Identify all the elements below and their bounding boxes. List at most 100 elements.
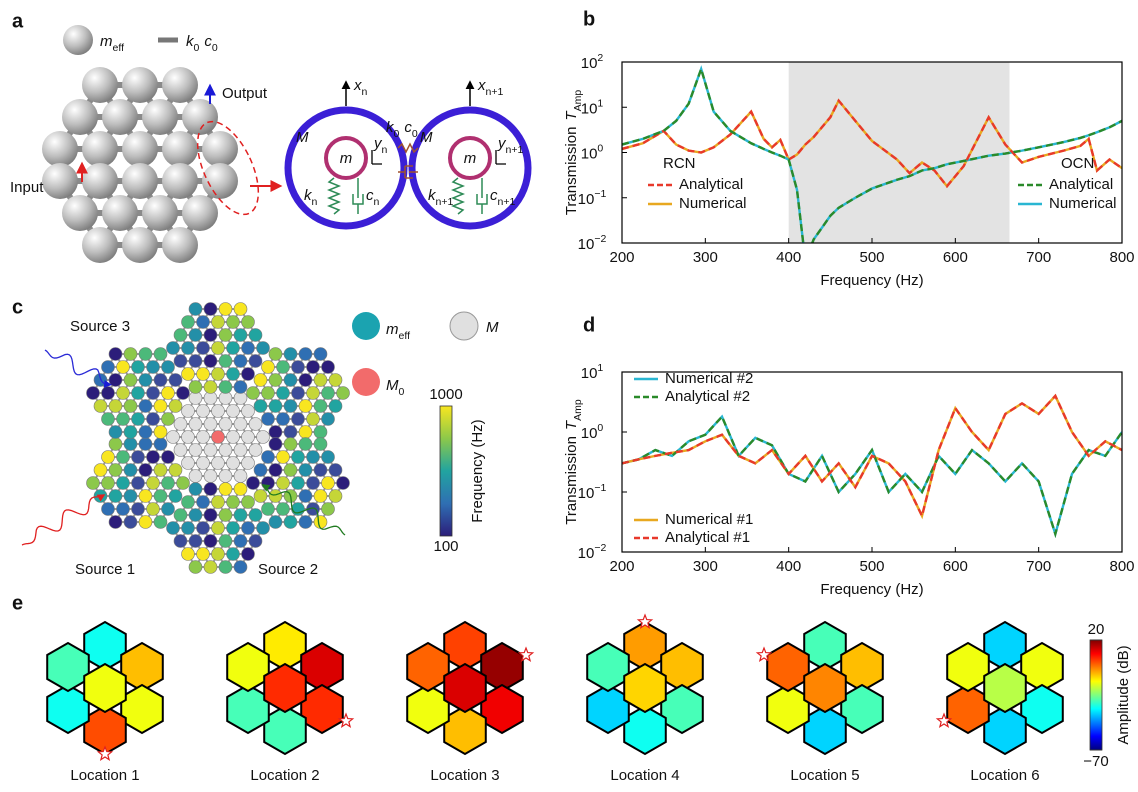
text-part: eff (399, 330, 411, 342)
resonator (322, 451, 335, 464)
resonator (269, 426, 282, 439)
resonator (249, 329, 262, 342)
field-patch (121, 643, 163, 691)
field-patch (661, 643, 703, 691)
resonator (212, 431, 225, 444)
resonator (154, 438, 167, 451)
figure: abcdemeffk0c0OutputInputmMynkncnxnmMyn+1… (0, 0, 1138, 792)
resonator (189, 561, 202, 574)
resonator (109, 426, 122, 439)
text-part: n (374, 196, 380, 208)
resonator (109, 464, 122, 477)
resonator (277, 413, 290, 426)
source-label: Source 1 (75, 561, 135, 578)
x-tick-label: 400 (776, 558, 801, 575)
resonator (117, 361, 130, 374)
resonator (102, 387, 115, 400)
sphere (42, 131, 78, 167)
resonator (249, 355, 262, 368)
resonator (197, 342, 210, 355)
resonator (132, 361, 145, 374)
resonator (227, 368, 240, 381)
field-patch (301, 685, 343, 733)
resonator (139, 348, 152, 361)
sphere (122, 227, 158, 263)
resonator (337, 477, 350, 490)
field-patch (767, 643, 809, 691)
x-tick-label: 200 (609, 249, 634, 266)
resonator (249, 418, 262, 431)
resonator (307, 413, 320, 426)
y-tick-label: 100 (581, 142, 604, 162)
resonator (182, 431, 195, 444)
resonator (139, 490, 152, 503)
resonator (284, 374, 297, 387)
text-part: Amp (572, 90, 584, 112)
resonator (292, 361, 305, 374)
resonator (269, 374, 282, 387)
x-tick-label: 300 (693, 249, 718, 266)
text-part: Transmission (563, 436, 580, 525)
resonator (124, 516, 137, 529)
resonator (109, 438, 122, 451)
resonator (322, 387, 335, 400)
resonator (254, 464, 267, 477)
resonator (204, 509, 217, 522)
sphere (162, 131, 198, 167)
resonator (234, 483, 247, 496)
field-patch (804, 706, 846, 754)
sphere (182, 195, 218, 231)
resonator (169, 490, 182, 503)
resonator (307, 451, 320, 464)
y-tick-label: 101 (581, 97, 604, 117)
resonator (299, 490, 312, 503)
resonator (154, 516, 167, 529)
colorbar-tick-label: −70 (1083, 753, 1108, 770)
sphere (62, 195, 98, 231)
sphere (162, 67, 198, 103)
resonator (189, 355, 202, 368)
resonator (212, 368, 225, 381)
mass-label: m (464, 150, 477, 167)
resonator (227, 548, 240, 561)
resonator (329, 464, 342, 477)
sphere (102, 99, 138, 135)
resonator (182, 548, 195, 561)
resonator (314, 426, 327, 439)
resonator (219, 329, 232, 342)
resonator (269, 464, 282, 477)
resonator (234, 329, 247, 342)
resonator (169, 400, 182, 413)
resonator (262, 451, 275, 464)
text-part: 0 (212, 42, 218, 54)
resonator (174, 535, 187, 548)
field-patch (264, 622, 306, 670)
resonator (227, 342, 240, 355)
colorbar (1090, 640, 1102, 750)
sphere (182, 99, 218, 135)
resonator (219, 561, 232, 574)
resonator (109, 348, 122, 361)
resonator (219, 483, 232, 496)
resonator (197, 522, 210, 535)
resonator (197, 368, 210, 381)
field-patch (407, 643, 449, 691)
x-tick-label: 500 (859, 558, 884, 575)
field-patch (84, 622, 126, 670)
text-part: 0 (412, 128, 418, 140)
resonator (189, 303, 202, 316)
shaded-region (789, 62, 1010, 243)
resonator (182, 405, 195, 418)
resonator (212, 522, 225, 535)
sphere (202, 163, 238, 199)
legend-M (450, 312, 478, 340)
x-tick-label: 200 (609, 558, 634, 575)
field-patch (804, 664, 846, 712)
resonator (147, 413, 160, 426)
resonator (242, 342, 255, 355)
resonator (242, 522, 255, 535)
resonator (124, 464, 137, 477)
legend-label: Numerical (1049, 195, 1117, 212)
resonator (284, 516, 297, 529)
resonator (329, 400, 342, 413)
